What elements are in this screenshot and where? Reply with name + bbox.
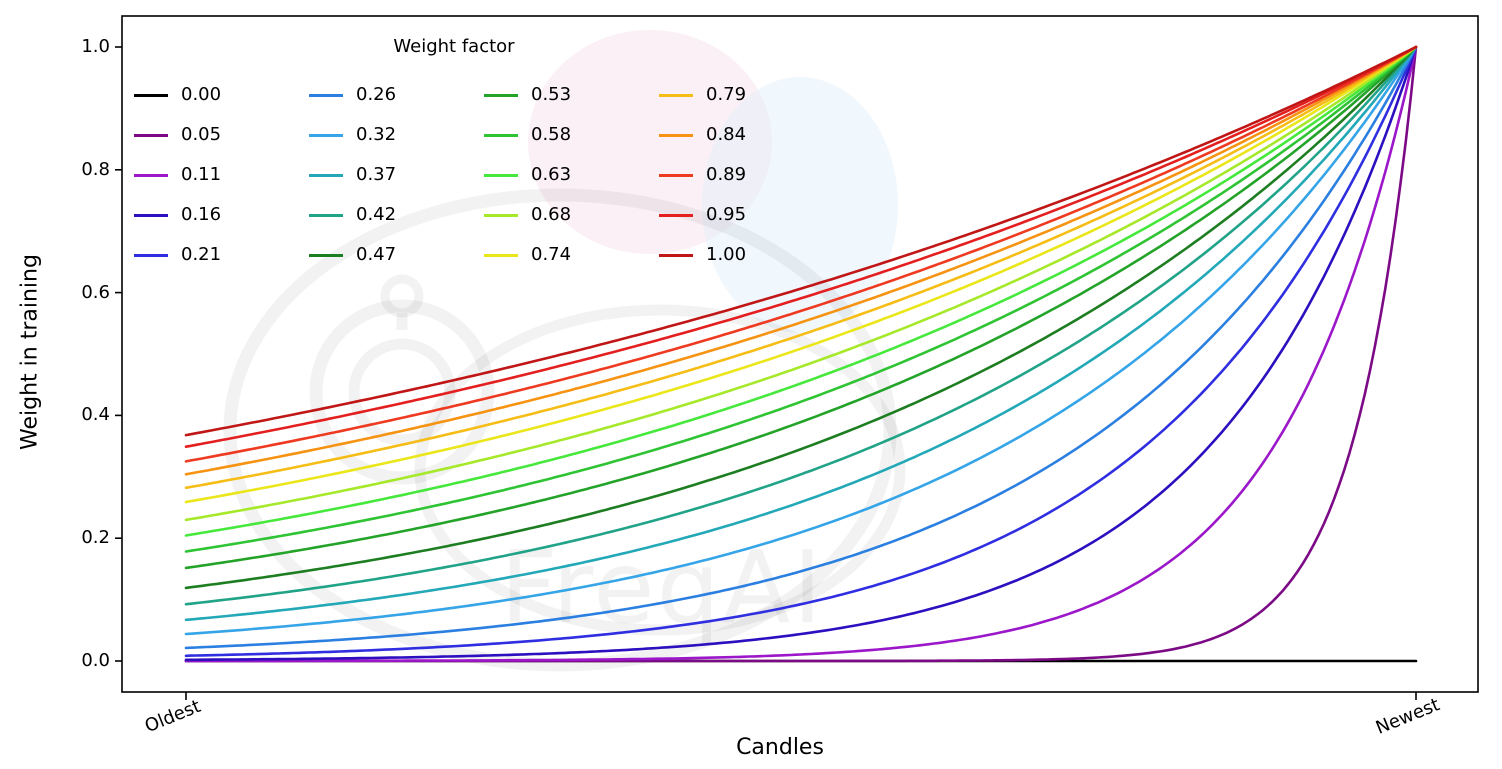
x-axis-label: Candles [736, 735, 824, 760]
legend-label: 0.11 [181, 164, 222, 185]
legend-line-swatch [309, 253, 343, 257]
legend-line-swatch [659, 133, 693, 137]
legend-item-1.00: 1.00 [659, 240, 746, 270]
series-line-0.32 [184, 45, 1418, 636]
legend-item-0.05: 0.05 [134, 120, 221, 150]
legend-item-0.47: 0.47 [309, 240, 396, 270]
legend-label: 0.74 [531, 244, 572, 265]
series-line-0.26 [184, 45, 1418, 650]
legend-line-swatch [659, 253, 693, 257]
legend-item-0.89: 0.89 [659, 160, 746, 190]
legend-line-swatch [309, 213, 343, 217]
legend-label: 0.37 [356, 164, 397, 185]
plot-border [121, 15, 1479, 693]
legend-label: 1.00 [706, 244, 747, 265]
y-tick-label-0.4: 0.4 [81, 404, 110, 426]
legend-line-swatch [134, 213, 168, 217]
series-lines [184, 45, 1418, 663]
legend-label: 0.84 [706, 124, 747, 145]
legend-item-0.79: 0.79 [659, 80, 746, 110]
watermark-leaf-blue [702, 77, 898, 333]
legend-label: 0.32 [356, 124, 397, 145]
legend-label: 0.26 [356, 84, 397, 105]
legend-label: 0.95 [706, 204, 747, 225]
legend-label: 0.42 [356, 204, 397, 225]
legend-line-swatch [309, 133, 343, 137]
series-line-1.00 [184, 45, 1418, 437]
legend-item-0.84: 0.84 [659, 120, 746, 150]
legend: Weight factor 0.00 0.05 0.11 0.16 0.21 0.26 0.… [134, 36, 854, 296]
legend-item-0.00: 0.00 [134, 80, 221, 110]
series-line-0.95 [184, 45, 1418, 449]
legend-label: 0.53 [531, 84, 572, 105]
legend-line-swatch [659, 173, 693, 177]
series-line-0.58 [184, 45, 1418, 553]
series-line-0.47 [184, 45, 1418, 590]
legend-item-0.42: 0.42 [309, 200, 396, 230]
legend-line-swatch [659, 213, 693, 217]
legend-label: 0.63 [531, 164, 572, 185]
series-line-0.79 [184, 45, 1418, 490]
legend-item-0.95: 0.95 [659, 200, 746, 230]
legend-label: 0.16 [181, 204, 222, 225]
series-line-0.42 [184, 45, 1418, 606]
legend-item-0.68: 0.68 [484, 200, 571, 230]
legend-item-0.26: 0.26 [309, 80, 396, 110]
y-tick-label-1.0: 1.0 [81, 36, 110, 57]
series-line-0.74 [184, 45, 1418, 504]
legend-line-swatch [309, 173, 343, 177]
y-tick-label-0.0: 0.0 [81, 650, 110, 671]
series-line-0.89 [184, 45, 1418, 463]
legend-label: 0.47 [356, 244, 397, 265]
legend-line-swatch [134, 253, 168, 257]
legend-item-0.53: 0.53 [484, 80, 571, 110]
legend-label: 0.05 [181, 124, 222, 145]
series-line-0.16 [184, 45, 1418, 662]
legend-line-swatch [484, 133, 518, 137]
legend-label: 0.21 [181, 244, 222, 265]
legend-line-swatch [484, 93, 518, 97]
legend-label: 0.58 [531, 124, 572, 145]
legend-label: 0.79 [706, 84, 747, 105]
legend-line-swatch [659, 93, 693, 97]
legend-item-0.11: 0.11 [134, 160, 221, 190]
series-line-0.21 [184, 45, 1418, 658]
series-line-0.11 [184, 45, 1418, 663]
series-line-0.37 [184, 45, 1418, 622]
legend-line-swatch [484, 213, 518, 217]
legend-line-swatch [484, 173, 518, 177]
legend-line-swatch [484, 253, 518, 257]
y-axis-label: Weight in training [17, 254, 43, 450]
legend-item-0.21: 0.21 [134, 240, 221, 270]
series-line-0.84 [184, 45, 1418, 476]
legend-label: 0.68 [531, 204, 572, 225]
legend-line-swatch [309, 93, 343, 97]
legend-item-0.74: 0.74 [484, 240, 571, 270]
tick-marks [115, 46, 1417, 700]
legend-line-swatch [134, 133, 168, 137]
legend-line-swatch [134, 173, 168, 177]
legend-label: 0.89 [706, 164, 747, 185]
y-tick-label-0.6: 0.6 [81, 281, 110, 303]
legend-item-0.58: 0.58 [484, 120, 571, 150]
series-line-0.63 [184, 45, 1418, 537]
legend-item-0.63: 0.63 [484, 160, 571, 190]
legend-title: Weight factor [393, 36, 515, 57]
legend-item-0.16: 0.16 [134, 200, 221, 230]
y-tick-label-0.2: 0.2 [81, 527, 110, 549]
y-tick-label-0.8: 0.8 [81, 158, 110, 180]
legend-item-0.32: 0.32 [309, 120, 396, 150]
watermark-freqai-text: FreqAI [500, 529, 824, 646]
legend-item-0.37: 0.37 [309, 160, 396, 190]
watermark-leaf-pink [528, 30, 772, 254]
legend-label: 0.00 [181, 84, 222, 105]
legend-line-swatch [134, 93, 168, 97]
series-line-0.68 [184, 45, 1418, 522]
series-line-0.53 [184, 45, 1418, 570]
